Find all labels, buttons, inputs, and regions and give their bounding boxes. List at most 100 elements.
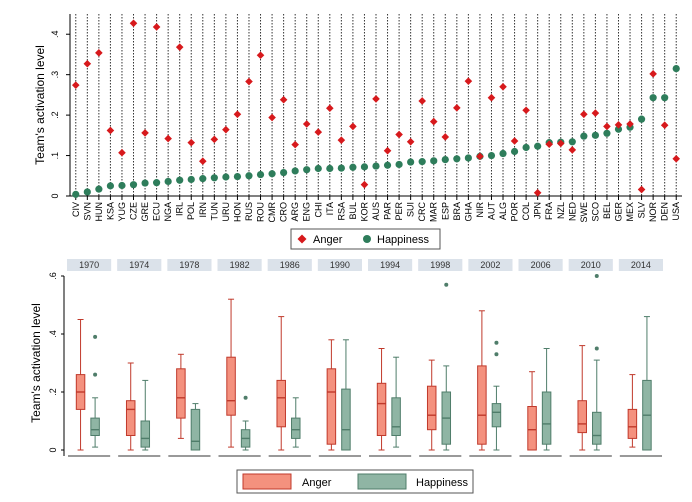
- x-tick-label-kor: KOR: [359, 202, 369, 222]
- happiness-1990-box: [341, 388, 351, 451]
- x-tick-label-ita: ITA: [325, 202, 335, 215]
- panel-label-1986: 1986: [280, 260, 300, 270]
- panel-header-1982: [217, 259, 262, 271]
- anger-point-aus: [372, 95, 380, 103]
- panel-header-1970: [67, 259, 112, 271]
- legend-happiness-label: Happiness: [377, 234, 429, 246]
- x-tick-label-cmr: CMR: [267, 202, 277, 223]
- x-tick-label-svn: SVN: [82, 202, 92, 221]
- x-tick-label-chi: CHI: [313, 202, 323, 218]
- anger-point-den: [660, 121, 669, 130]
- happiness-point-crc: [418, 158, 426, 166]
- happiness-point-cmr: [268, 170, 276, 178]
- happiness-1994-box: [391, 397, 401, 436]
- x-tick-label-cze: CZE: [129, 202, 139, 220]
- anger-point-col: [522, 106, 530, 115]
- top-y-tick-label: 0: [50, 193, 60, 198]
- happiness-point-ger: [614, 125, 623, 133]
- happiness-point-yug: [118, 181, 126, 190]
- x-tick-label-mex: MEX: [625, 202, 635, 222]
- panel-header-1994: [368, 259, 413, 271]
- happiness-point-sui: [407, 158, 415, 166]
- panel-label-2002: 2002: [480, 260, 500, 270]
- panel-1970: 1970: [67, 259, 112, 457]
- happiness-1970-box: [90, 417, 100, 437]
- happiness-point-bra: [453, 155, 461, 163]
- anger-point-rus: [245, 77, 253, 86]
- anger-point-hun: [95, 49, 103, 57]
- happiness-point-tun: [210, 174, 218, 182]
- x-tick-label-gha: GHA: [463, 202, 473, 222]
- anger-point-bul: [349, 122, 357, 131]
- panel-2002: 2002: [468, 259, 513, 457]
- anger-point-eng: [302, 120, 311, 128]
- legend-anger-label: Anger: [313, 234, 343, 246]
- anger-point-gre: [141, 129, 149, 137]
- panel-1978: 1978: [167, 259, 212, 457]
- happiness-point-jpn: [534, 142, 542, 150]
- legend-anger-marker: [297, 234, 307, 244]
- anger-point-crc: [418, 97, 426, 105]
- anger-1998-box: [426, 385, 437, 431]
- happiness-point-aut: [487, 151, 496, 160]
- happiness-2002-outlier: [494, 340, 499, 345]
- x-tick-label-sco: SCO: [590, 202, 600, 222]
- x-tick-label-slv: SLV: [637, 202, 647, 218]
- top-legend: Anger Happiness: [290, 228, 441, 250]
- anger-point-rou: [256, 51, 265, 60]
- anger-point-mex: [626, 120, 634, 128]
- legend-happiness-marker: [363, 235, 371, 243]
- anger-point-fra: [545, 140, 554, 149]
- happiness-point-hon: [233, 172, 242, 181]
- happiness-point-nor: [649, 94, 657, 102]
- x-tick-label-gre: GRE: [140, 202, 150, 222]
- legend-anger-swatch: [242, 473, 292, 490]
- x-tick-label-pol: POL: [186, 202, 196, 220]
- happiness-point-arg: [291, 167, 299, 175]
- happiness-point-cro: [280, 168, 288, 177]
- happiness-point-svn: [83, 188, 91, 196]
- happiness-2010-outlier: [594, 274, 599, 278]
- anger-point-yug: [118, 148, 126, 157]
- anger-2002-box: [477, 365, 487, 445]
- happiness-point-ecu: [153, 179, 161, 187]
- happiness-point-gre: [141, 179, 149, 187]
- panel-label-1998: 1998: [430, 260, 450, 270]
- x-tick-label-ksa: KSA: [105, 202, 115, 220]
- anger-point-swe: [580, 110, 588, 119]
- x-tick-label-bul: BUL: [348, 202, 358, 220]
- happiness-point-mar: [430, 157, 438, 165]
- x-tick-label-uru: URU: [221, 202, 231, 222]
- x-tick-label-nga: NGA: [163, 202, 173, 222]
- anger-point-sui: [406, 138, 415, 146]
- top-y-tick-label: .2: [50, 111, 60, 119]
- panel-2010: 2010: [568, 259, 613, 457]
- x-tick-label-rou: ROU: [256, 202, 266, 222]
- happiness-point-den: [661, 94, 669, 102]
- panel-label-1970: 1970: [79, 260, 99, 270]
- anger-point-arg: [291, 140, 299, 149]
- happiness-1970-outlier: [93, 372, 98, 377]
- happiness-point-rus: [245, 172, 253, 180]
- x-tick-label-nzl: NZL: [556, 202, 566, 219]
- legend-happiness-swatch: [357, 473, 407, 490]
- anger-point-slv: [637, 185, 646, 194]
- bottom-legend: Anger Happiness: [236, 469, 474, 494]
- legend-anger-text: Anger: [302, 477, 332, 489]
- panel-label-2010: 2010: [581, 260, 601, 270]
- anger-point-per: [395, 130, 403, 139]
- happiness-point-cze: [129, 181, 138, 189]
- x-tick-label-par: PAR: [383, 202, 393, 220]
- top-y-axis-label: Team's activation level: [33, 45, 47, 165]
- x-tick-label-col: COL: [521, 202, 531, 221]
- anger-point-sco: [591, 109, 600, 117]
- anger-point-cmr: [268, 113, 276, 122]
- panel-2014: 2014: [618, 259, 663, 457]
- x-tick-label-rsa: RSA: [336, 202, 346, 221]
- panel-header-2006: [518, 259, 563, 271]
- happiness-1982-outlier: [243, 395, 248, 400]
- anger-point-irl: [175, 43, 184, 51]
- anger-point-jpn: [533, 188, 542, 197]
- happiness-point-uru: [222, 173, 230, 181]
